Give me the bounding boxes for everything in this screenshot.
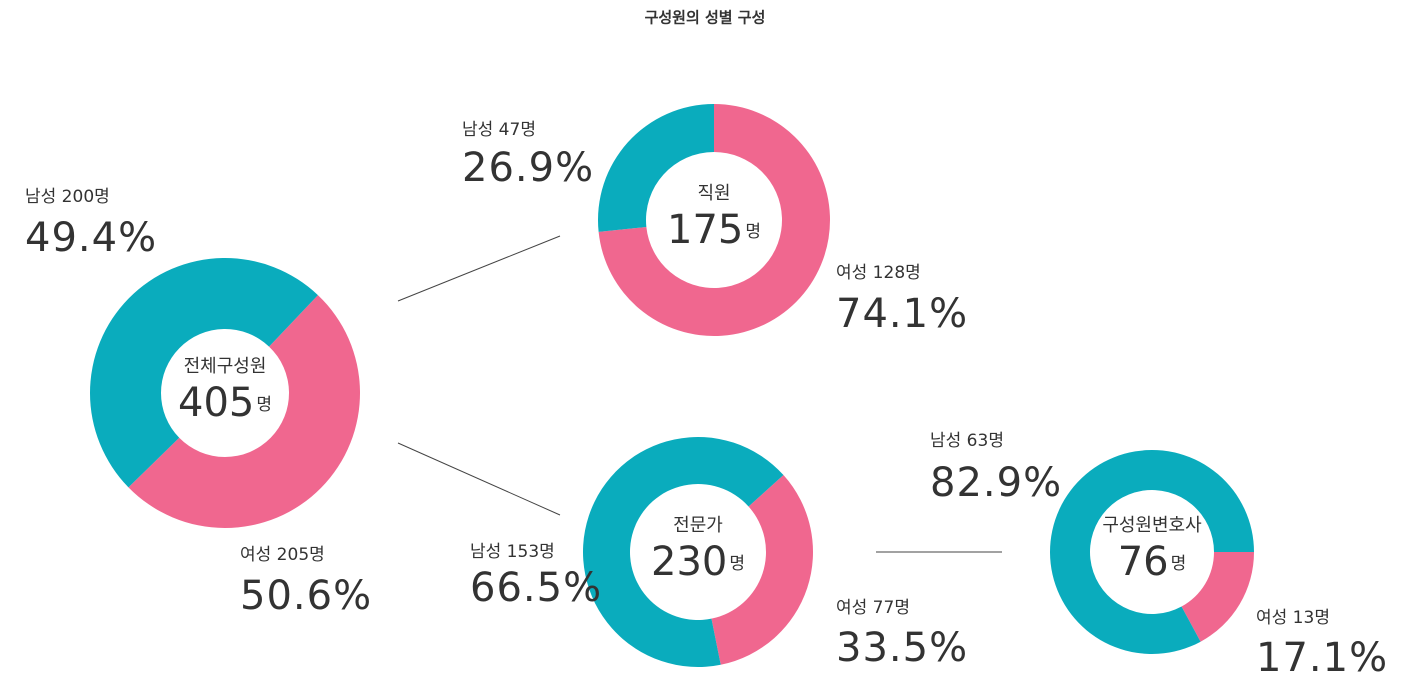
connector [397,235,561,302]
segment-label: 남성 153명 [470,542,555,562]
donut-slice [1181,552,1254,642]
page-title: 구성원의 성별 구성 [645,9,766,27]
segment-label: 남성 63명 [930,431,1004,451]
total-unit: 명 [256,395,272,415]
percent-label: 50.6% [240,573,372,619]
center-title: 전문가 [673,515,723,536]
total-unit: 명 [1171,554,1187,574]
donut-slice [598,104,714,232]
total-number: 175 [667,207,743,253]
segment-label: 남성 47명 [462,120,536,140]
donut-slice [128,295,361,529]
center-title: 전체구성원 [184,356,267,377]
center-title: 직원 [697,183,730,204]
donut-slice [582,437,784,668]
center-total: 230 명 [651,539,745,585]
percent-label: 74.1% [836,291,968,337]
segment-label: 남성 200명 [25,187,110,207]
percent-label: 66.5% [470,565,602,611]
percent-label: 26.9% [462,145,594,191]
total-unit: 명 [729,554,745,574]
center-total: 76 명 [1118,539,1187,585]
donut-slice [90,258,318,488]
segment-label: 여성 13명 [1256,608,1330,628]
segment-label: 여성 205명 [240,545,325,565]
percent-label: 49.4% [25,215,157,261]
center-total: 175 명 [667,207,761,253]
percent-label: 17.1% [1256,635,1388,678]
connector [397,442,561,516]
center-total: 405 명 [178,380,272,426]
donut-slice [711,475,813,665]
total-number: 76 [1118,539,1169,585]
segment-label: 여성 77명 [836,598,910,618]
donut-slice [1050,450,1254,654]
percent-label: 82.9% [930,460,1062,506]
total-number: 230 [651,539,727,585]
donut-slice [598,104,830,336]
percent-label: 33.5% [836,625,968,671]
total-unit: 명 [745,222,761,242]
center-title: 구성원변호사 [1102,515,1202,536]
total-number: 405 [178,380,254,426]
segment-label: 여성 128명 [836,263,921,283]
